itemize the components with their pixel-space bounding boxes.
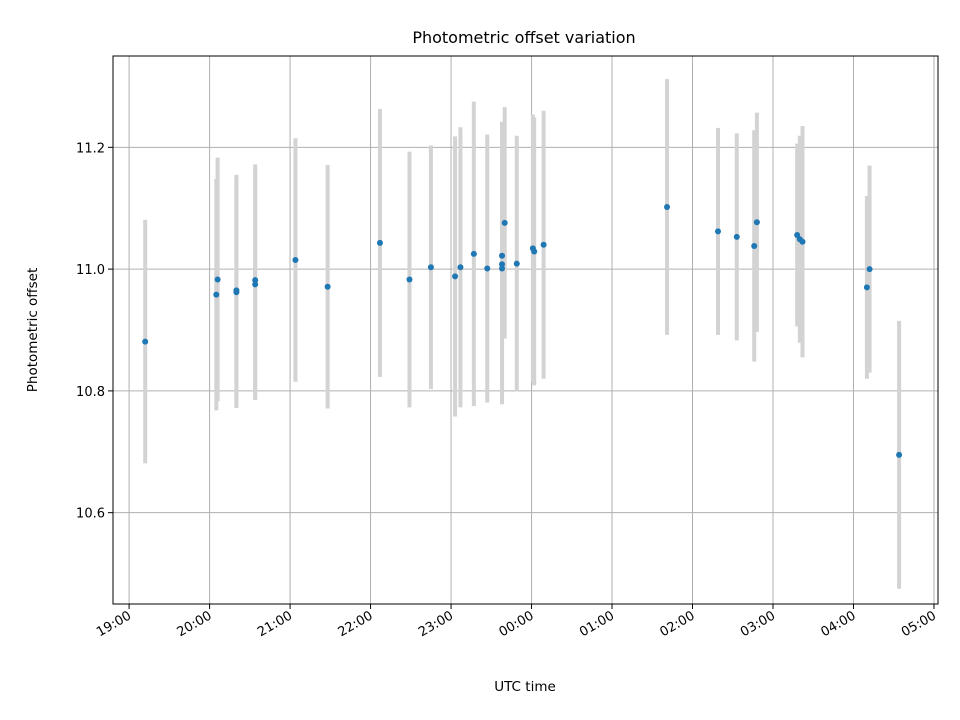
data-point	[457, 264, 464, 271]
data-point	[252, 281, 259, 288]
plot-frame	[112, 55, 939, 605]
data-point	[252, 277, 259, 284]
data-point	[531, 248, 538, 255]
data-point	[513, 260, 520, 267]
x-tick-label: 23:00	[416, 608, 456, 640]
x-tick-label: 05:00	[899, 608, 939, 640]
data-point	[499, 265, 506, 272]
data-point	[499, 261, 506, 268]
x-tick-label: 22:00	[336, 608, 376, 640]
data-point	[499, 252, 506, 259]
data-point	[540, 241, 547, 248]
data-point	[799, 238, 806, 245]
x-tick-label: 20:00	[175, 608, 215, 640]
y-tick-label: 11.2	[76, 141, 105, 156]
x-tick-label: 00:00	[497, 608, 537, 640]
data-point	[324, 283, 331, 290]
data-point	[233, 287, 240, 294]
data-point	[292, 256, 299, 263]
data-points	[142, 204, 903, 458]
data-point	[733, 233, 740, 240]
data-point	[751, 242, 758, 249]
data-point	[866, 266, 873, 273]
y-tick-label: 10.8	[76, 385, 105, 400]
data-point	[896, 451, 903, 458]
x-tick-label: 04:00	[819, 608, 859, 640]
y-tick-label: 11.0	[76, 263, 105, 278]
y-tick-label: 10.6	[76, 507, 105, 522]
data-point	[501, 219, 508, 226]
data-point	[213, 291, 220, 298]
x-tick-label: 21:00	[255, 608, 295, 640]
chart-title: Photometric offset variation	[412, 28, 635, 47]
data-point	[484, 265, 491, 272]
data-point	[753, 219, 760, 226]
data-point	[863, 284, 870, 291]
x-tick-label: 02:00	[658, 608, 698, 640]
y-axis-label: Photometric offset	[25, 268, 41, 392]
data-point	[664, 204, 671, 211]
y-axis-ticks: 10.6 10.8 11.0 11.2	[76, 141, 113, 522]
data-point	[470, 250, 477, 257]
data-point	[406, 276, 413, 283]
data-point	[214, 276, 221, 283]
x-tick-label: 19:00	[94, 608, 134, 640]
x-tick-label: 01:00	[577, 608, 617, 640]
data-point	[794, 232, 801, 239]
x-axis-label: UTC time	[494, 679, 556, 695]
x-axis-ticks: 19:00 20:00 21:00 22:00 23:00 00:00 01:00 02:00…	[94, 604, 939, 640]
data-point	[427, 264, 434, 271]
data-point	[142, 338, 149, 345]
x-tick-label: 03:00	[738, 608, 778, 640]
data-point	[452, 273, 459, 280]
data-point	[376, 239, 383, 246]
data-point	[715, 228, 721, 235]
